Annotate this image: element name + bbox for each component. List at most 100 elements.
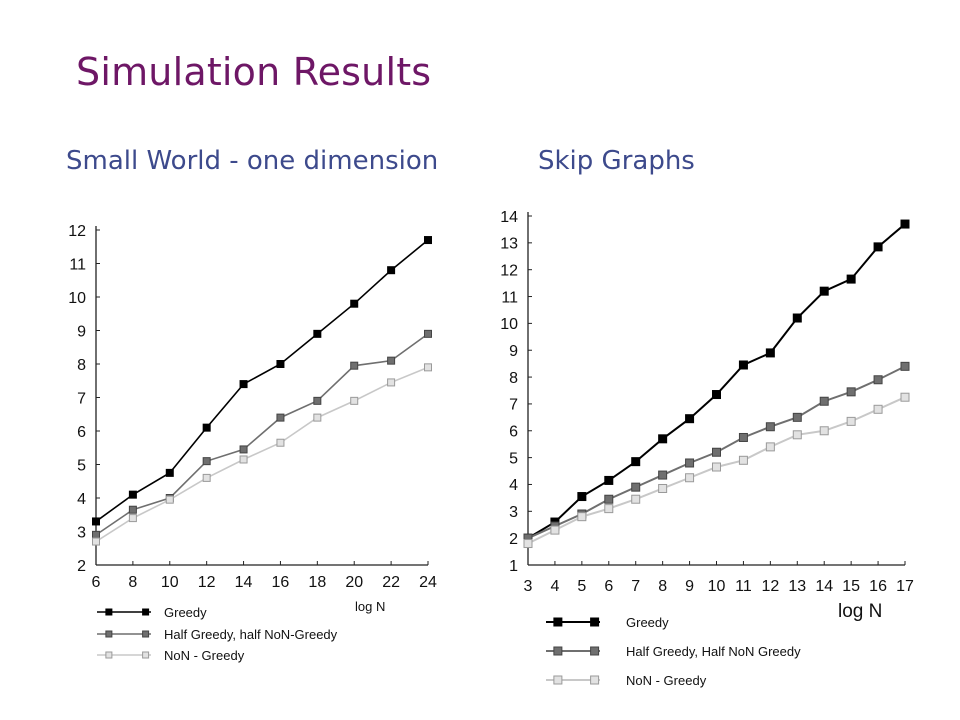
- y-tick-label: 9: [509, 343, 518, 360]
- x-tick-label: 24: [419, 574, 437, 591]
- data-point-half: [873, 375, 883, 385]
- data-point-greedy: [313, 329, 322, 338]
- series-line-greedy: [527, 223, 906, 540]
- data-point-half: [631, 482, 641, 492]
- x-axis-label: log N: [355, 599, 385, 614]
- legend-label-greedy: Greedy: [164, 605, 207, 620]
- x-tick-label: 12: [198, 574, 216, 591]
- x-tick-label: 12: [761, 578, 779, 595]
- data-point-half: [792, 412, 802, 422]
- legend-marker-greedy: [553, 617, 563, 627]
- y-tick-label: 4: [509, 477, 518, 494]
- data-point-non: [658, 483, 668, 493]
- x-tick-label: 10: [708, 578, 726, 595]
- x-tick-label: 5: [577, 578, 586, 595]
- data-point-non: [313, 413, 322, 422]
- data-point-non: [873, 404, 883, 414]
- y-tick-label: 6: [509, 424, 518, 441]
- data-point-half: [738, 432, 748, 442]
- y-tick-label: 2: [509, 531, 518, 548]
- data-point-non: [550, 525, 560, 535]
- data-point-half: [128, 505, 137, 514]
- data-point-greedy: [792, 313, 802, 323]
- legend-label-greedy: Greedy: [626, 615, 669, 630]
- legend-marker-non: [553, 675, 563, 685]
- x-tick-label: 20: [345, 574, 363, 591]
- legend-label-half: Half Greedy, Half NoN Greedy: [626, 644, 801, 659]
- data-point-greedy: [873, 242, 883, 252]
- x-tick-label: 9: [685, 578, 694, 595]
- subtitle-skip-graphs: Skip Graphs: [538, 146, 695, 176]
- legend-marker-half: [590, 646, 600, 656]
- data-point-non: [350, 396, 359, 405]
- y-tick-label: 6: [77, 424, 86, 441]
- data-point-non: [900, 392, 910, 402]
- data-point-non: [128, 514, 137, 523]
- legend-marker-non: [590, 675, 600, 685]
- y-tick-label: 3: [77, 524, 86, 541]
- y-tick-label: 11: [501, 289, 518, 306]
- data-point-greedy: [631, 457, 641, 467]
- data-point-greedy: [128, 490, 137, 499]
- x-tick-label: 8: [128, 574, 137, 591]
- x-tick-label: 10: [161, 574, 179, 591]
- data-point-greedy: [846, 274, 856, 284]
- x-tick-label: 16: [869, 578, 887, 595]
- y-tick-label: 14: [500, 209, 518, 226]
- legend-marker-non: [142, 651, 150, 659]
- x-tick-label: 14: [235, 574, 253, 591]
- data-point-greedy: [350, 299, 359, 308]
- data-point-half: [819, 396, 829, 406]
- data-point-half: [658, 470, 668, 480]
- data-point-greedy: [276, 360, 285, 368]
- series-line-non: [95, 366, 429, 543]
- data-point-half: [765, 422, 775, 432]
- data-point-half: [604, 494, 614, 504]
- legend-marker-greedy: [105, 608, 113, 616]
- x-tick-label: 22: [382, 574, 400, 591]
- data-point-half: [900, 361, 910, 371]
- x-tick-label: 6: [604, 578, 613, 595]
- data-point-greedy: [239, 380, 248, 389]
- data-point-non: [685, 473, 695, 483]
- data-point-greedy: [92, 517, 100, 526]
- legend-marker-half: [105, 630, 113, 638]
- data-point-non: [765, 442, 775, 452]
- x-tick-label: 11: [735, 578, 752, 595]
- data-point-half: [846, 387, 856, 397]
- x-tick-label: 17: [896, 578, 914, 595]
- data-point-non: [792, 430, 802, 440]
- y-tick-label: 12: [500, 262, 518, 279]
- subtitle-small-world: Small World - one dimension: [66, 146, 439, 176]
- data-point-half: [387, 356, 396, 365]
- data-point-half: [202, 457, 211, 466]
- data-point-greedy: [202, 423, 211, 432]
- legend-marker-greedy: [590, 617, 600, 627]
- data-point-non: [819, 426, 829, 436]
- data-point-non: [165, 495, 174, 504]
- x-tick-label: 13: [788, 578, 806, 595]
- data-point-non: [846, 416, 856, 426]
- x-tick-label: 18: [308, 574, 326, 591]
- data-point-non: [424, 363, 432, 372]
- data-point-greedy: [819, 286, 829, 296]
- data-point-non: [239, 455, 248, 464]
- data-point-greedy: [685, 414, 695, 424]
- y-tick-label: 5: [77, 457, 86, 474]
- data-point-half: [313, 396, 322, 405]
- x-tick-label: 7: [631, 578, 640, 595]
- data-point-non: [577, 512, 587, 522]
- legend-marker-non: [105, 651, 113, 659]
- y-tick-label: 7: [77, 390, 86, 407]
- x-tick-label: 4: [550, 578, 559, 595]
- y-tick-label: 2: [77, 558, 86, 575]
- data-point-greedy: [387, 266, 396, 275]
- data-point-half: [685, 458, 695, 468]
- legend-marker-greedy: [142, 608, 150, 616]
- x-tick-label: 6: [92, 574, 101, 591]
- y-tick-label: 10: [68, 290, 86, 307]
- y-tick-label: 8: [77, 357, 86, 374]
- y-tick-label: 5: [509, 450, 518, 467]
